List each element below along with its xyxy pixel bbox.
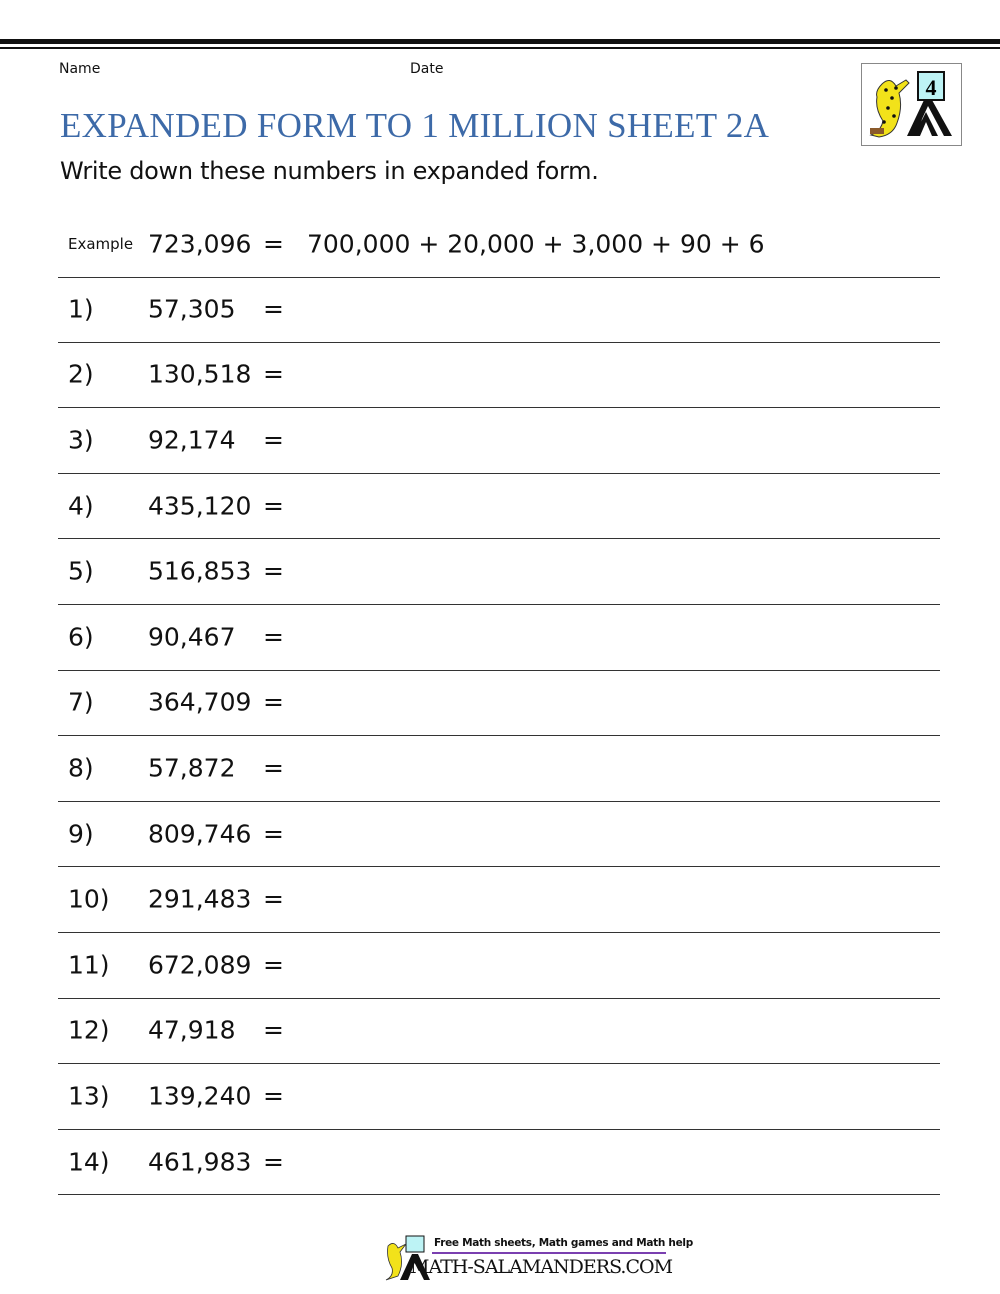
- example-label: Example: [68, 234, 134, 253]
- question-number: 2): [68, 359, 94, 389]
- equals-sign: =: [263, 556, 284, 586]
- question-row: 13) 139,240 =: [58, 1063, 940, 1130]
- equals-sign: =: [263, 294, 284, 324]
- question-row: 2) 130,518 =: [58, 342, 940, 409]
- footer-logo: Free Math sheets, Math games and Math he…: [380, 1232, 693, 1282]
- equals-sign: =: [263, 359, 284, 389]
- equals-sign: =: [263, 1015, 284, 1045]
- equals-sign: =: [263, 950, 284, 980]
- question-value: 139,240: [148, 1081, 252, 1111]
- equals-sign: =: [263, 425, 284, 455]
- salamander-logo-icon: 4: [861, 63, 962, 146]
- question-value: 291,483: [148, 884, 252, 914]
- equals-sign: =: [263, 622, 284, 652]
- question-value: 92,174: [148, 425, 236, 455]
- question-number: 6): [68, 622, 94, 652]
- question-value: 364,709: [148, 687, 252, 717]
- question-number: 3): [68, 425, 94, 455]
- question-value: 57,305: [148, 294, 236, 324]
- question-row: 14) 461,983 =: [58, 1129, 940, 1196]
- equals-sign: =: [263, 884, 284, 914]
- equals-sign: =: [263, 819, 284, 849]
- footer-divider: [432, 1252, 666, 1254]
- footer-site-name: MATH-SALAMANDERS.COM: [410, 1256, 673, 1278]
- question-number: 4): [68, 491, 94, 521]
- date-label: Date: [410, 61, 444, 77]
- question-number: 12): [68, 1015, 110, 1045]
- example-row: Example 723,096 = 700,000 + 20,000 + 3,0…: [58, 211, 940, 278]
- question-number: 5): [68, 556, 94, 586]
- equals-sign: =: [263, 1147, 284, 1177]
- question-value: 435,120: [148, 491, 252, 521]
- question-number: 10): [68, 884, 110, 914]
- name-label: Name: [59, 61, 101, 77]
- question-number: 11): [68, 950, 110, 980]
- equals-sign: =: [263, 753, 284, 783]
- question-row: 12) 47,918 =: [58, 998, 940, 1065]
- question-row: 10) 291,483 =: [58, 866, 940, 934]
- question-value: 809,746: [148, 819, 252, 849]
- question-value: 516,853: [148, 556, 252, 586]
- question-row: 7) 364,709 =: [58, 670, 940, 737]
- question-value: 57,872: [148, 753, 236, 783]
- instructions: Write down these numbers in expanded for…: [60, 157, 599, 185]
- question-number: 8): [68, 753, 94, 783]
- question-value: 90,467: [148, 622, 236, 652]
- question-row: 9) 809,746 =: [58, 801, 940, 868]
- equals-sign: =: [263, 229, 284, 259]
- question-number: 9): [68, 819, 94, 849]
- question-value: 130,518: [148, 359, 252, 389]
- question-number: 14): [68, 1147, 110, 1177]
- question-row: 3) 92,174 =: [58, 407, 940, 474]
- question-row: 4) 435,120 =: [58, 473, 940, 540]
- equals-sign: =: [263, 1081, 284, 1111]
- question-value: 47,918: [148, 1015, 236, 1045]
- header-rule-thin: [0, 47, 1000, 49]
- equals-sign: =: [263, 687, 284, 717]
- example-number: 723,096: [148, 229, 252, 259]
- question-row: 11) 672,089 =: [58, 932, 940, 999]
- question-row: 6) 90,467 =: [58, 604, 940, 671]
- header-rule: [0, 39, 1000, 44]
- example-expanded: 700,000 + 20,000 + 3,000 + 90 + 6: [307, 229, 765, 259]
- salamander-footer-icon: [385, 1235, 430, 1281]
- question-row: 1) 57,305 =: [58, 276, 940, 343]
- question-value: 672,089: [148, 950, 252, 980]
- equals-sign: =: [263, 491, 284, 521]
- grade-number: 4: [926, 75, 937, 100]
- page-title: EXPANDED FORM TO 1 MILLION SHEET 2A: [60, 106, 770, 145]
- question-number: 13): [68, 1081, 110, 1111]
- question-row: 8) 57,872 =: [58, 735, 940, 802]
- question-row: 5) 516,853 =: [58, 538, 940, 606]
- question-value: 461,983: [148, 1147, 252, 1177]
- footer-tagline: Free Math sheets, Math games and Math he…: [434, 1237, 693, 1249]
- question-number: 1): [68, 294, 94, 324]
- question-number: 7): [68, 687, 94, 717]
